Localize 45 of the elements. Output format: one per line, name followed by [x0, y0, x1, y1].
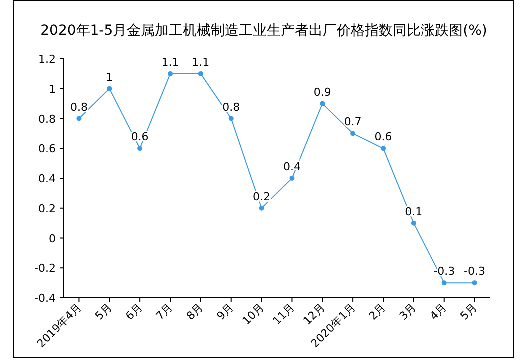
title: 2020年1-5月金属加工机械制造工业生产者出厂价格指数同比涨跌图(%): [40, 23, 488, 39]
x-tick-label: 10月: [240, 300, 267, 328]
y-tick-label: 1.2: [38, 53, 56, 66]
point: [138, 146, 143, 152]
x-tick-label: 8月: [184, 300, 206, 323]
data-label: 0.8: [70, 100, 88, 114]
point: [411, 220, 416, 226]
point: [168, 71, 173, 76]
point: [472, 280, 478, 286]
y-tick-label: 1: [49, 82, 56, 96]
x-tick-label: 4月: [428, 300, 450, 323]
point: [320, 101, 326, 106]
x-tick-label: 9月: [214, 300, 236, 323]
x-tick-label: 11月: [270, 300, 298, 328]
point: [381, 146, 386, 152]
data-label: 1.1: [162, 56, 180, 69]
y-tick-label: 0.6: [38, 142, 56, 156]
data-label: 0.9: [314, 86, 332, 99]
data-label: 0.8: [222, 100, 240, 114]
point: [442, 280, 447, 286]
y-tick-label: -0.2: [34, 262, 56, 276]
x-tick-label: 12月: [300, 300, 328, 328]
x-tick-label: 3月: [397, 300, 420, 323]
point: [107, 86, 112, 92]
x-tick-label: 5月: [458, 300, 480, 323]
point: [259, 206, 264, 211]
data-label: -0.3: [464, 265, 486, 278]
point: [228, 116, 234, 122]
data-label: 1: [106, 70, 114, 84]
point: [350, 131, 356, 136]
data-label: 0.6: [374, 130, 392, 144]
data-label: 1.1: [192, 56, 210, 69]
y-tick-label: 0: [49, 232, 56, 246]
y-tick-label: 0.8: [38, 112, 56, 126]
data-label: 0.7: [344, 116, 362, 129]
x-tick-label: 5月: [92, 300, 115, 323]
y-tick-label: -0.4: [34, 292, 56, 305]
x-tick-label: 7月: [154, 300, 176, 323]
y-tick-label: 0.2: [38, 202, 56, 216]
x-tick-label: 2月: [366, 300, 389, 323]
x-tick-label: 6月: [123, 300, 146, 323]
point: [198, 71, 204, 76]
point: [290, 176, 295, 181]
point: [76, 116, 82, 122]
y-tick-label: 0.4: [38, 172, 56, 186]
